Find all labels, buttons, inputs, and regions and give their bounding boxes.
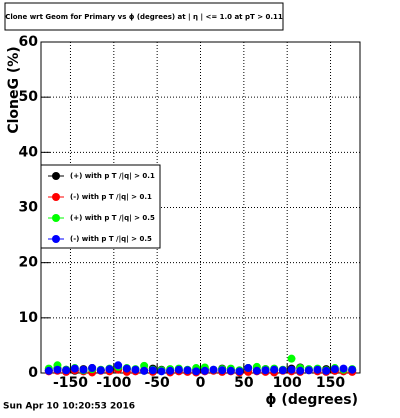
data-point: [79, 365, 88, 374]
data-point: [131, 365, 140, 374]
y-tick-label: 10: [19, 310, 39, 326]
legend-marker: [52, 214, 60, 222]
data-point: [304, 366, 313, 375]
data-point: [122, 364, 131, 373]
legend-label: (-) with p T /|q| > 0.1: [70, 193, 152, 202]
legend-label: (+) with p T /|q| > 0.1: [70, 172, 155, 181]
data-point: [183, 366, 192, 375]
data-point: [313, 365, 322, 374]
data-point: [174, 365, 183, 374]
data-point: [330, 365, 339, 374]
data-point: [200, 366, 209, 375]
legend-label: (-) with p T /|q| > 0.5: [70, 235, 152, 244]
legend-box: [40, 164, 161, 249]
y-tick-label: 50: [19, 89, 39, 105]
data-point: [252, 366, 261, 375]
data-point: [261, 366, 270, 375]
data-point: [105, 365, 114, 374]
data-point: [287, 354, 296, 363]
x-axis-label: ϕ (degrees): [265, 392, 358, 408]
y-tick-label: 20: [19, 255, 39, 271]
data-point: [235, 367, 244, 376]
data-point: [96, 366, 105, 375]
footer: Sun Apr 10 10:20:53 2016: [3, 402, 135, 412]
y-tick-label: 30: [19, 200, 39, 216]
x-tick-label: 150: [316, 375, 345, 391]
legend-marker: [52, 235, 60, 243]
data-point: [218, 366, 227, 375]
x-tick-label: -100: [96, 375, 131, 391]
data-point: [244, 364, 253, 373]
data-point: [88, 364, 97, 373]
data-point: [270, 365, 279, 374]
data-point: [322, 366, 331, 375]
data-point: [348, 365, 357, 374]
title-box: [4, 2, 284, 31]
x-tick-label: 0: [196, 375, 206, 391]
data-point: [226, 366, 235, 375]
chart-title: Clone wrt Geom for Primary vs ϕ (degrees…: [5, 13, 283, 22]
data-point: [287, 365, 296, 374]
y-axis-label: CloneG (%): [6, 46, 22, 133]
x-tick-label: 100: [273, 375, 302, 391]
legend-label: (+) with p T /|q| > 0.5: [70, 214, 155, 223]
data-point: [148, 366, 157, 375]
data-point: [114, 361, 123, 370]
legend-marker: [52, 172, 60, 180]
data-point: [166, 366, 175, 375]
y-tick-label: 0: [28, 365, 38, 381]
data-point: [278, 366, 287, 375]
y-tick-label: 60: [19, 34, 39, 50]
data-point: [339, 364, 348, 373]
data-point: [296, 366, 305, 375]
data-point: [62, 366, 71, 375]
y-tick-label: 40: [19, 144, 39, 160]
data-point: [140, 366, 149, 375]
legend-marker: [52, 193, 60, 201]
data-point: [44, 366, 53, 375]
data-point: [157, 367, 166, 376]
x-tick-label: -50: [145, 375, 171, 391]
x-tick-label: -150: [53, 375, 88, 391]
data-point: [192, 367, 201, 376]
data-point: [53, 365, 62, 374]
data-point: [209, 365, 218, 374]
x-tick-label: 50: [234, 375, 254, 391]
data-point: [70, 364, 79, 373]
